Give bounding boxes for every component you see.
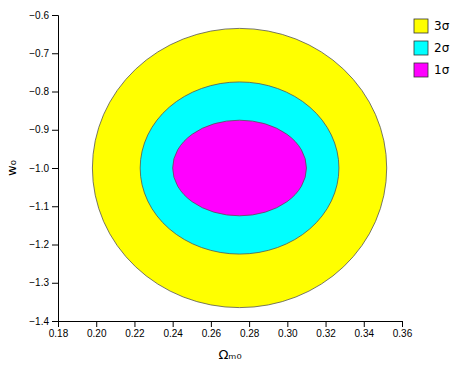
tick-label: −0.6 — [29, 10, 49, 21]
contour — [140, 82, 339, 254]
tick-label: −1.2 — [29, 239, 49, 250]
tick-label: −0.8 — [29, 86, 49, 97]
tick-mark — [52, 53, 58, 54]
tick-label: 0.24 — [163, 328, 183, 339]
legend-item: 2σ — [414, 41, 450, 55]
tick-label: −1.0 — [29, 163, 49, 174]
tick: −1.4 — [29, 316, 58, 327]
legend-label: 1σ — [434, 63, 450, 77]
y-axis: −1.4 −1.3 −1.2 −1.1 −1.0 −0.9 −0.8 −0.7 −0.6 — [29, 10, 58, 327]
chart: 0.18 0.20 0.22 0.24 0.26 0.28 0.30 0.32 0.34 0.36… — [0, 0, 474, 369]
tick: −0.7 — [29, 48, 58, 59]
x-axis: 0.18 0.20 0.22 0.24 0.26 0.28 0.30 0.32 0.34 0.36 — [49, 321, 413, 339]
legend-swatch — [414, 63, 428, 77]
tick: 0.28 — [240, 321, 260, 339]
tick-mark — [52, 168, 58, 169]
tick: −1.2 — [29, 239, 58, 250]
tick-label: −0.7 — [29, 48, 49, 59]
tick-label: 0.36 — [393, 328, 413, 339]
tick-label: −1.4 — [29, 316, 49, 327]
tick: 0.24 — [163, 321, 183, 339]
legend-item: 1σ — [414, 63, 450, 77]
tick-mark — [287, 321, 288, 327]
tick-label: 0.30 — [278, 328, 298, 339]
y-label: w₀ — [4, 160, 19, 176]
legend: 3σ 2σ 1σ — [414, 19, 450, 77]
tick: 0.30 — [278, 321, 298, 339]
tick: −1.0 — [29, 163, 58, 174]
tick: −0.9 — [29, 124, 58, 135]
tick: 0.18 — [49, 321, 69, 339]
tick-label: 0.26 — [202, 328, 222, 339]
tick-mark — [52, 15, 58, 16]
tick-mark — [52, 283, 58, 284]
contour — [92, 28, 386, 307]
tick-mark — [96, 321, 97, 327]
tick-label: 0.20 — [87, 328, 107, 339]
tick-mark — [52, 92, 58, 93]
tick-label: −0.9 — [29, 124, 49, 135]
axis-line — [59, 322, 403, 328]
legend-swatch — [414, 41, 428, 55]
tick: −1.3 — [29, 277, 58, 288]
tick-mark — [52, 130, 58, 131]
tick-mark — [249, 321, 250, 327]
tick: −0.6 — [29, 10, 58, 21]
tick: 0.22 — [125, 321, 145, 339]
tick-mark — [52, 245, 58, 246]
tick-mark — [52, 321, 58, 322]
tick: −0.8 — [29, 86, 58, 97]
legend-swatch — [414, 19, 428, 33]
tick: 0.36 — [393, 321, 413, 339]
tick: −1.1 — [29, 201, 58, 212]
tick-mark — [402, 321, 403, 327]
tick: 0.32 — [316, 321, 336, 339]
legend-label: 3σ — [434, 19, 450, 33]
tick-label: 0.22 — [125, 328, 145, 339]
tick-mark — [173, 321, 174, 327]
legend-label: 2σ — [434, 41, 450, 55]
tick: 0.20 — [87, 321, 107, 339]
tick-label: −1.3 — [29, 277, 49, 288]
tick-mark — [364, 321, 365, 327]
axis-line — [52, 16, 59, 322]
tick-label: 0.34 — [355, 328, 375, 339]
tick-label: 0.18 — [49, 328, 69, 339]
plot: 0.18 0.20 0.22 0.24 0.26 0.28 0.30 0.32 0.34 0.36… — [29, 10, 412, 339]
tick-mark — [326, 321, 327, 327]
x-label: Ωₘ₀ — [218, 347, 241, 362]
tick-mark — [211, 321, 212, 327]
tick-label: −1.1 — [29, 201, 49, 212]
tick-mark — [134, 321, 135, 327]
tick-label: 0.28 — [240, 328, 260, 339]
tick: 0.34 — [355, 321, 375, 339]
tick-mark — [52, 206, 58, 207]
legend-item: 3σ — [414, 19, 450, 33]
marks — [92, 28, 386, 307]
tick: 0.26 — [202, 321, 222, 339]
contour — [173, 120, 307, 216]
tick-label: 0.32 — [316, 328, 336, 339]
